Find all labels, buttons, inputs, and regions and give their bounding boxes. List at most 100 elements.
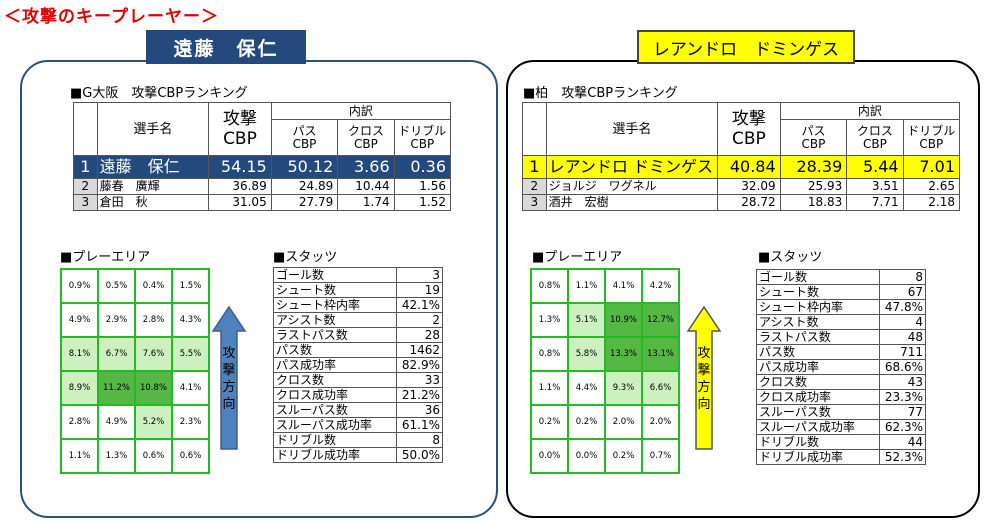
- pass-header: パス CBP: [779, 119, 848, 156]
- stats-row: ドリブル数 8: [273, 432, 443, 448]
- stat-value: 82.9%: [396, 357, 443, 373]
- stats-row: アシスト数 4: [756, 314, 926, 330]
- right-play-area-title: ■プレーエリア: [532, 250, 623, 265]
- name-header: 選手名: [545, 102, 719, 156]
- play-area-cell: 0.4%: [135, 269, 172, 303]
- pass-cell: 50.12: [270, 155, 339, 179]
- pass-cell: 24.89: [270, 178, 339, 195]
- left-player-name-badge: 遠藤 保仁: [146, 30, 306, 64]
- stats-row: スルーパス数 36: [273, 402, 443, 418]
- pass-cell: 18.83: [779, 194, 848, 211]
- table-row: 3 酒井 宏樹 28.72 18.83 7.71 2.18: [522, 194, 961, 211]
- rank-cell: 2: [522, 178, 547, 195]
- stats-row: スルーパス数 77: [756, 404, 926, 420]
- stat-label: スルーパス数: [273, 402, 397, 418]
- dribble-header: ドリブル CBP: [902, 119, 961, 156]
- arrow-label-char: 撃: [222, 363, 236, 378]
- stat-value: 8: [879, 269, 926, 285]
- cbp-header: 攻撃 CBP: [208, 102, 272, 156]
- play-area-cell: 1.3%: [98, 439, 135, 473]
- stats-row: クロス数 43: [756, 374, 926, 390]
- play-area-cell: 0.2%: [568, 405, 605, 439]
- play-area-cell: 4.2%: [642, 269, 679, 303]
- breakdown-header: 内訳: [270, 101, 452, 121]
- stats-row: シュート枠内率 47.8%: [756, 299, 926, 315]
- stat-value: 4: [879, 314, 926, 330]
- right-ranking-table: 選手名 攻撃 CBP 内訳 パス CBP クロス CBP ドリブル CBP 1 レアン…: [522, 101, 961, 211]
- play-area-cell: 8.9%: [61, 371, 98, 405]
- stat-value: 42.1%: [396, 297, 443, 313]
- stat-label: アシスト数: [756, 314, 880, 330]
- pass-cell: 27.79: [270, 194, 339, 211]
- play-area-cell: 5.8%: [568, 337, 605, 371]
- stat-label: クロス数: [273, 372, 397, 388]
- pass-cell: 28.39: [779, 155, 848, 179]
- stat-value: 68.6%: [879, 359, 926, 375]
- stat-label: ドリブル数: [273, 432, 397, 448]
- play-area-cell: 5.2%: [135, 405, 172, 439]
- play-area-cell: 2.0%: [642, 405, 679, 439]
- right-ranking-title: ■柏 攻撃CBPランキング: [523, 86, 678, 101]
- stat-label: アシスト数: [273, 312, 397, 328]
- stat-label: ドリブル数: [756, 434, 880, 450]
- stat-value: 48: [879, 329, 926, 345]
- stat-value: 23.3%: [879, 389, 926, 405]
- stat-value: 50.0%: [396, 447, 443, 463]
- play-area-cell: 6.6%: [642, 371, 679, 405]
- cbp-cell: 36.89: [208, 178, 272, 195]
- arrow-label-char: 攻: [697, 346, 711, 361]
- pass-header-label: パス: [801, 123, 826, 138]
- stat-label: ゴール数: [756, 269, 880, 285]
- stat-value: 77: [879, 404, 926, 420]
- player-name-cell: レアンドロ ドミンゲス: [545, 155, 719, 179]
- play-area-cell: 5.1%: [568, 303, 605, 337]
- play-area-cell: 0.2%: [605, 439, 642, 473]
- cross-header: クロス CBP: [337, 119, 395, 156]
- name-header: 選手名: [96, 102, 210, 156]
- play-area-cell: 0.8%: [531, 269, 568, 303]
- stat-value: 1462: [396, 342, 443, 358]
- play-area-cell: 2.9%: [98, 303, 135, 337]
- cross-header-cbp: CBP: [354, 136, 378, 151]
- rank-cell: 3: [522, 194, 547, 211]
- stat-value: 47.8%: [879, 299, 926, 315]
- right-stats-title: ■スタッツ: [758, 250, 823, 265]
- player-name-cell: 酒井 宏樹: [545, 194, 719, 211]
- stats-row: クロス成功率 23.3%: [756, 389, 926, 405]
- dribble-header-label: ドリブル: [907, 123, 956, 138]
- stat-value: 61.1%: [396, 417, 443, 433]
- play-area-cell: 0.5%: [98, 269, 135, 303]
- dribble-header-cbp: CBP: [919, 136, 944, 151]
- stats-row: ラストパス数 28: [273, 327, 443, 343]
- table-row: 2 藤春 廣輝 36.89 24.89 10.44 1.56: [73, 178, 452, 195]
- stat-value: 62.3%: [879, 419, 926, 435]
- stats-row: スルーパス成功率 62.3%: [756, 419, 926, 435]
- play-area-cell: 4.1%: [605, 269, 642, 303]
- rank-cell: 2: [73, 178, 98, 195]
- pass-cell: 25.93: [779, 178, 848, 195]
- player-name-cell: 倉田 秋: [96, 194, 210, 211]
- stat-value: 67: [879, 284, 926, 300]
- cbp-header-top: 攻撃: [222, 109, 257, 129]
- play-area-cell: 0.7%: [642, 439, 679, 473]
- play-area-cell: 10.9%: [605, 303, 642, 337]
- play-area-cell: 0.0%: [568, 439, 605, 473]
- play-area-cell: 1.1%: [61, 439, 98, 473]
- cross-cell: 3.66: [337, 155, 395, 179]
- cross-cell: 1.74: [337, 194, 395, 211]
- stat-label: パス成功率: [756, 359, 880, 375]
- stat-label: シュート枠内率: [756, 299, 880, 315]
- pass-header-cbp: CBP: [801, 136, 826, 151]
- play-area-cell: 5.5%: [172, 337, 209, 371]
- dribble-header-cbp: CBP: [410, 136, 435, 151]
- arrow-label-char: 方: [222, 380, 236, 395]
- stat-value: 8: [396, 432, 443, 448]
- stat-value: 2: [396, 312, 443, 328]
- stat-value: 36: [396, 402, 443, 418]
- right-play-area-grid: 0.8% 1.1% 4.1% 4.2% 1.3% 5.1% 10.9% 12.7% 0.8% 5.…: [530, 268, 680, 474]
- stats-row: ゴール数 3: [273, 267, 443, 283]
- cross-cell: 10.44: [337, 178, 395, 195]
- play-area-cell: 7.6%: [135, 337, 172, 371]
- pass-header-cbp: CBP: [292, 136, 317, 151]
- table-row: 2 ジョルジ ワグネル 32.09 25.93 3.51 2.65: [522, 178, 961, 195]
